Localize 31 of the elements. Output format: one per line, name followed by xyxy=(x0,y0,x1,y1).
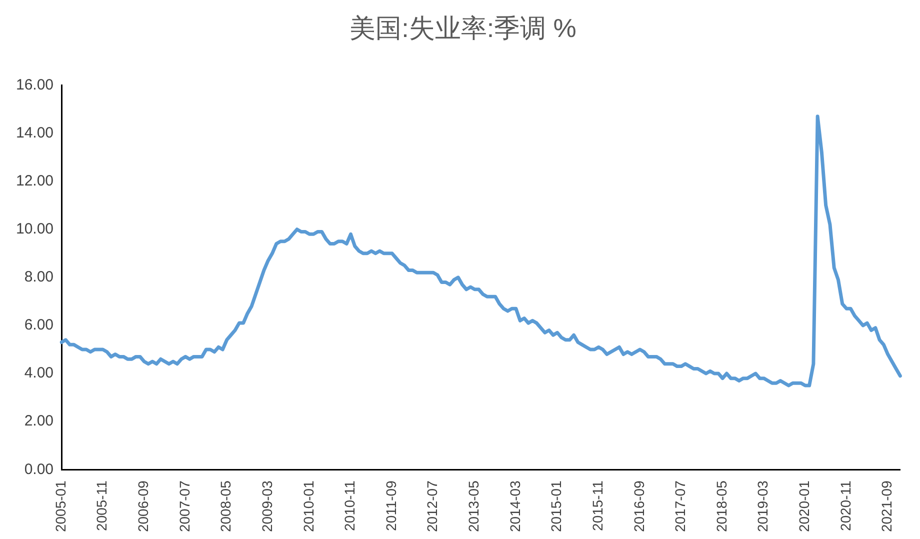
y-tick-label: 12.00 xyxy=(16,172,54,190)
x-tick-label: 2015-11 xyxy=(589,480,606,531)
y-tick-label: 14.00 xyxy=(16,124,54,142)
y-tick-label: 10.00 xyxy=(16,220,54,238)
y-tick-label: 2.00 xyxy=(24,412,54,430)
x-tick-label: 2015-01 xyxy=(548,480,564,532)
y-tick-label: 6.00 xyxy=(24,316,54,334)
x-tick-label: 2020-01 xyxy=(796,480,812,532)
x-tick-label: 2008-05 xyxy=(218,480,234,532)
x-tick-label: 2011-09 xyxy=(382,480,399,531)
chart-title: 美国:失业率:季调 % xyxy=(350,12,576,43)
x-tick-label: 2005-11 xyxy=(94,480,110,531)
y-tick-label: 16.00 xyxy=(16,76,54,94)
x-tick-label: 2016-09 xyxy=(630,480,647,532)
x-tick-label: 2006-09 xyxy=(135,480,152,532)
x-tick-label: 2007-07 xyxy=(176,480,192,532)
x-tick-label: 2010-01 xyxy=(300,480,316,532)
y-tick-label: 8.00 xyxy=(24,268,54,286)
x-tick-label: 2010-11 xyxy=(342,480,358,531)
y-tick-label: 4.00 xyxy=(24,364,54,382)
x-tick-label: 2020-11 xyxy=(837,480,854,531)
x-tick-label: 2021-09 xyxy=(878,480,895,532)
x-tick-label: 2009-03 xyxy=(258,480,275,532)
x-tick-label: 2018-05 xyxy=(713,480,730,532)
x-tick-label: 2012-07 xyxy=(424,480,440,532)
y-tick-label: 0.00 xyxy=(24,460,54,478)
x-tick-label: 2014-03 xyxy=(506,480,523,532)
x-tick-label: 2017-07 xyxy=(672,480,688,532)
x-tick-label: 2019-03 xyxy=(754,480,771,532)
x-tick-label: 2013-05 xyxy=(466,480,482,532)
x-tick-label: 2005-01 xyxy=(52,480,68,532)
